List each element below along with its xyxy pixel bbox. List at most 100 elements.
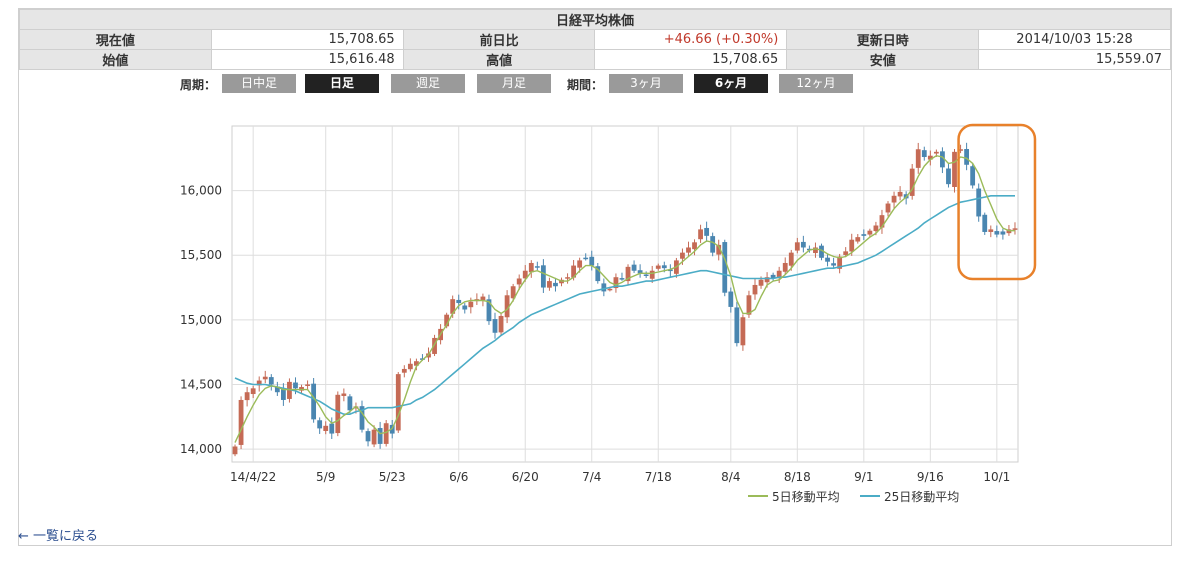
candle (232, 444, 238, 457)
period-weekly-button[interactable]: 週足 (391, 74, 465, 93)
candle (909, 163, 915, 200)
label-change: 前日比 (402, 29, 596, 50)
candle-body (395, 374, 401, 431)
chart-legend: 5日移動平均 25日移動平均 (748, 490, 959, 504)
candle-body (637, 270, 643, 274)
candle-body (498, 315, 504, 333)
candle-body (456, 299, 462, 304)
candle (365, 428, 371, 447)
candle-body (486, 299, 492, 322)
candle-body (667, 269, 673, 272)
candle (250, 385, 256, 399)
candle-body (462, 305, 468, 310)
candle-body (414, 361, 419, 366)
candle-body (268, 377, 274, 385)
candle (534, 261, 540, 271)
candle (704, 221, 710, 242)
candle (686, 241, 691, 257)
candle-body (468, 301, 474, 308)
candle-body (492, 319, 498, 333)
candle-body (510, 286, 516, 299)
candle-body (680, 252, 685, 259)
candle (601, 278, 607, 297)
label-updated: 更新日時 (786, 29, 980, 50)
candle (341, 388, 347, 402)
candle (553, 277, 558, 292)
candle (952, 149, 957, 193)
range-6m-button[interactable]: 6ヶ月 (694, 74, 768, 93)
candle (631, 260, 637, 273)
candle-body (692, 242, 697, 250)
candle (740, 314, 746, 351)
label-high: 高値 (402, 49, 596, 70)
candle-body (686, 247, 691, 253)
candle (843, 247, 849, 258)
period-daily-button[interactable]: 日足 (305, 74, 379, 93)
candle-body (970, 166, 976, 186)
candle (347, 394, 353, 414)
candle-body (952, 151, 957, 187)
candle-body (716, 244, 722, 255)
candle-body (1012, 228, 1018, 230)
candle (335, 391, 341, 437)
candle (698, 224, 703, 243)
quote-row: 現在値 15,708.65 前日比 +46.66 (+0.30%) 更新日時 2… (19, 29, 1171, 50)
range-3m-button[interactable]: 3ヶ月 (609, 74, 683, 93)
candle-body (964, 149, 970, 165)
candle-body (794, 242, 800, 251)
candle-body (274, 386, 280, 393)
candle-body (867, 230, 873, 235)
candle-body (909, 168, 915, 196)
candle (625, 264, 631, 286)
candle (486, 294, 492, 325)
candle (268, 374, 274, 391)
label-open: 始値 (19, 49, 212, 70)
candle-body (371, 429, 377, 445)
candle (946, 162, 951, 188)
period-label: 周期： (180, 78, 217, 92)
candle-body (540, 265, 546, 288)
candle (722, 239, 728, 297)
candle-body (855, 237, 861, 242)
candle-body (534, 266, 540, 268)
x-tick-label: 7/4 (582, 470, 601, 484)
candle (637, 264, 643, 278)
back-to-list-link[interactable]: ← 一覧に戻る (18, 529, 99, 544)
x-tick-label: 6/20 (512, 470, 539, 484)
candle-body (601, 283, 607, 292)
candle-body (262, 376, 268, 380)
quote-row: 始値 15,616.48 高値 15,708.65 安値 15,559.07 (19, 49, 1171, 70)
candle (510, 283, 516, 302)
candle-body (444, 314, 450, 327)
candle-body (341, 393, 347, 396)
candle-body (982, 214, 988, 232)
candle (619, 272, 625, 281)
candle (940, 147, 945, 174)
candle-body (788, 252, 794, 266)
candle-body (293, 382, 298, 389)
candle (988, 225, 994, 238)
candle-body (782, 262, 788, 272)
candle (329, 417, 335, 439)
moving-averages (234, 154, 1015, 443)
chart-grid (231, 125, 1019, 463)
period-monthly-button[interactable]: 月足 (477, 74, 551, 93)
y-tick-label: 14,000 (180, 442, 222, 456)
candle (831, 257, 836, 268)
candle-body (933, 151, 939, 154)
candle-body (843, 251, 849, 255)
candle-body (565, 277, 570, 279)
period-intraday-button[interactable]: 日中足 (222, 74, 296, 93)
y-tick-label: 14,500 (180, 377, 222, 391)
candle-body (861, 234, 867, 236)
candle-body (734, 307, 740, 344)
axes: 14,000 14,500 15,000 15,500 16,000 14/4/22 5/9… (180, 184, 1010, 484)
candle (595, 262, 601, 284)
candle (800, 235, 806, 253)
candle-body (704, 227, 710, 236)
candle-body (480, 296, 486, 301)
x-tick-label: 8/4 (721, 470, 740, 484)
candle (244, 386, 250, 407)
range-12m-button[interactable]: 12ヶ月 (779, 74, 853, 93)
